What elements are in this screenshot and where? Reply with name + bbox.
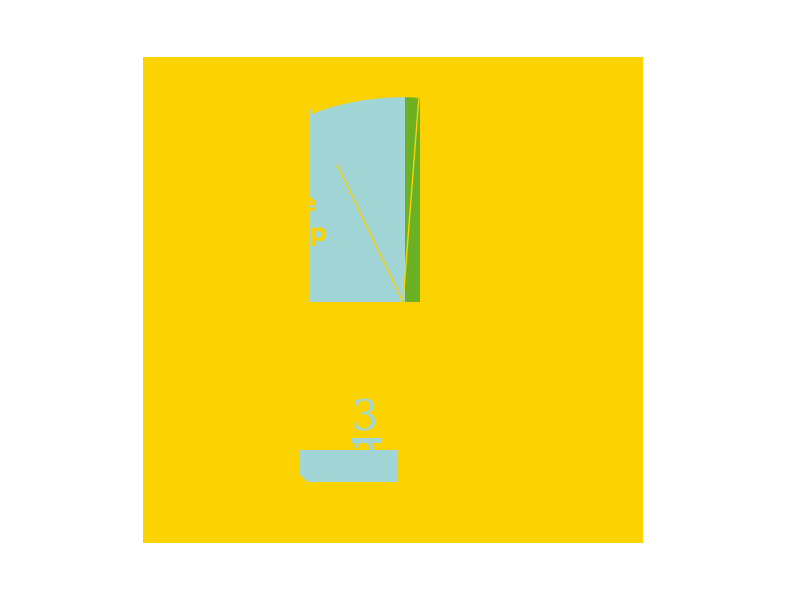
fraction-bar: [351, 438, 382, 443]
fraction-mark: 3 2: [298, 393, 408, 493]
fraction-occluder-block: [300, 450, 398, 482]
logo-top-arc: [308, 90, 421, 114]
logo-block: nte oup: [299, 88, 425, 310]
fraction-occluder-graphic: [300, 450, 398, 482]
poster-canvas: nte oup 3 2: [143, 57, 643, 543]
logo-diagonal-line: [336, 163, 404, 303]
logo-corner-notch: [308, 90, 317, 110]
logo-panel: [310, 95, 405, 302]
logo-accent-stripe: [405, 94, 420, 302]
logo-stripe-diagonal-line: [402, 95, 420, 303]
logo-graphic: [308, 90, 421, 303]
